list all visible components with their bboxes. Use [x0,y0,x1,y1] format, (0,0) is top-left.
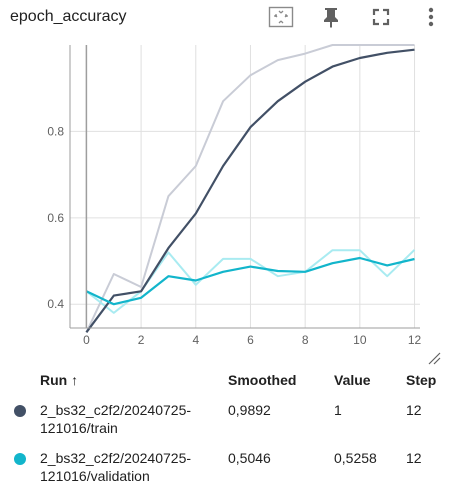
x-tick-label: 8 [302,333,309,347]
resize-handle-icon[interactable] [427,351,441,365]
fullscreen-icon [372,8,390,26]
run-color-dot [14,405,26,417]
step-value: 12 [406,450,422,466]
smoothed-value: 0,5046 [228,450,271,466]
y-tick-labels: 0.4 0.6 0.8 [47,124,64,311]
x-tick-label: 4 [192,333,199,347]
x-tick-label: 10 [353,333,367,347]
pin-icon [324,8,338,28]
more-vertical-icon [428,7,434,27]
fullscreen-button[interactable] [368,4,394,30]
value-column-header[interactable]: Value [334,372,371,388]
x-tick-labels: 0 2 4 6 8 10 12 [83,333,421,347]
run-column-header[interactable]: Run ↑ [40,372,79,388]
x-tick-label: 6 [247,333,254,347]
run-color-dot [14,453,26,465]
x-tick-label: 0 [83,333,90,347]
raw-value: 0,5258 [334,450,377,466]
more-menu-button[interactable] [418,4,444,30]
smoothed-column-header[interactable]: Smoothed [228,372,297,388]
x-tick-label: 2 [138,333,145,347]
fit-to-domain-icon [268,6,294,28]
fit-to-domain-button[interactable] [268,4,294,30]
chart-title: epoch_accuracy [10,8,127,25]
y-tick-label: 0.8 [47,124,64,138]
chart-grid [70,45,420,328]
step-value: 12 [406,402,422,418]
y-tick-label: 0.6 [47,211,64,225]
step-column-header[interactable]: Step [406,372,437,388]
raw-series-line-0 [85,44,415,333]
line-chart[interactable]: 0 2 4 6 8 10 12 0.4 0.6 0.8 [0,0,453,360]
chart-axes [69,45,420,329]
smoothed-series-line-1 [85,256,415,306]
smoothed-series-lines [85,48,415,333]
smoothed-value: 0,9892 [228,402,271,418]
y-tick-label: 0.4 [47,297,64,311]
x-tick-label: 12 [408,333,422,347]
pin-button[interactable] [318,4,344,30]
smoothed-series-line-0 [85,48,415,333]
run-name: 2_bs32_c2f2/20240725- 121016/train [40,402,192,436]
raw-value: 1 [334,402,342,418]
run-name: 2_bs32_c2f2/20240725- 121016/validation [40,450,192,484]
